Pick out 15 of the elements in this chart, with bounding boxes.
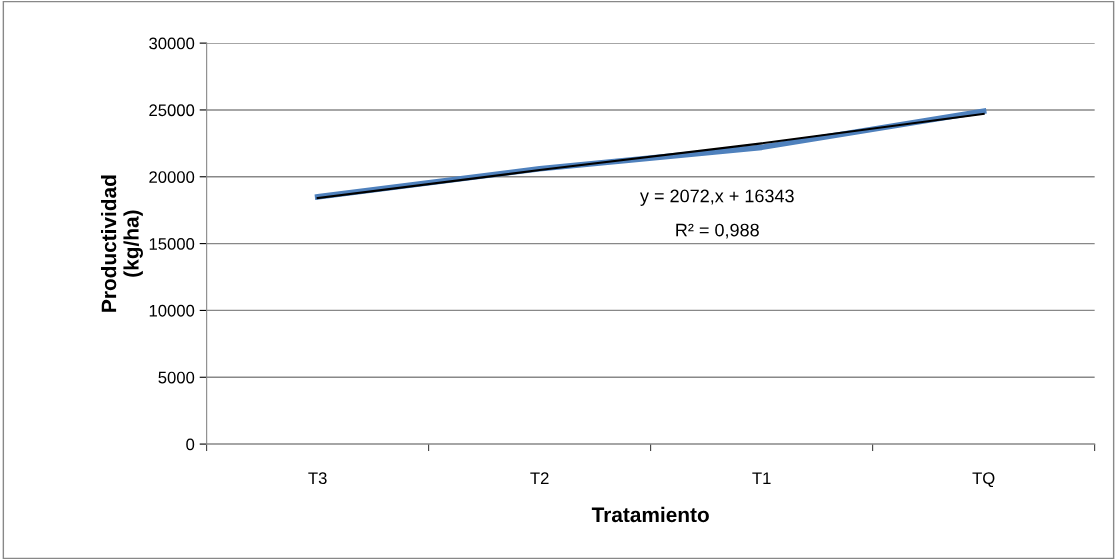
x-axis-title: Tratamiento (591, 506, 709, 523)
x-tick-label: T1 (752, 472, 771, 484)
y-axis-title: Productividad (kg/ha) (100, 175, 143, 312)
y-tick-label: 5000 (158, 371, 195, 384)
x-tick-label: T2 (530, 472, 549, 484)
y-tick-label: 25000 (149, 104, 195, 117)
y-tick-label: 15000 (149, 238, 195, 250)
y-tick-label: 0 (186, 438, 195, 451)
y-tick-label: 30000 (149, 37, 195, 50)
annotation: R² = 0,988 (676, 223, 759, 239)
x-tick-label: T3 (308, 472, 327, 485)
y-tick-label: 10000 (149, 304, 195, 317)
x-tick-label: TQ (972, 472, 995, 488)
y-tick-label: 20000 (149, 171, 195, 183)
annotation: y = 2072,x + 16343 (640, 189, 794, 206)
